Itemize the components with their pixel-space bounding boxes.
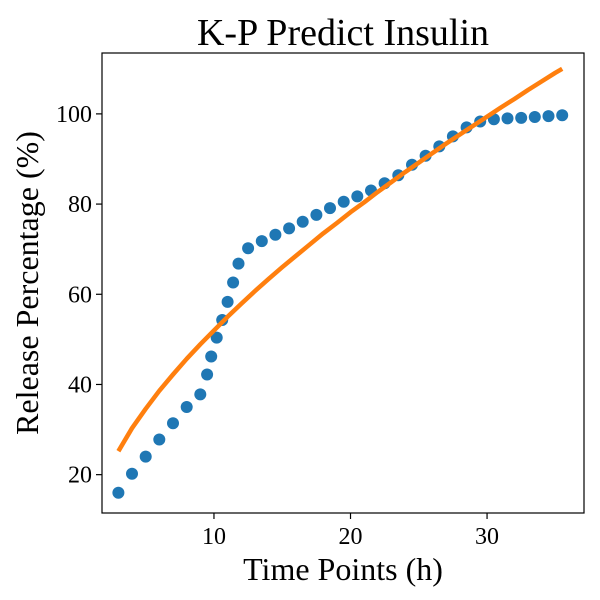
x-tick-label: 20 xyxy=(339,524,363,550)
data-point xyxy=(556,109,569,122)
y-tick-label: 60 xyxy=(68,282,92,308)
data-point xyxy=(232,257,245,270)
y-axis-label: Release Percentage (%) xyxy=(9,131,45,435)
data-point xyxy=(153,433,166,446)
data-point xyxy=(180,401,193,413)
data-point xyxy=(126,467,138,480)
data-point xyxy=(167,417,179,430)
data-point xyxy=(324,202,336,215)
data-point xyxy=(501,112,514,125)
series-layer xyxy=(112,66,569,499)
data-point xyxy=(139,450,152,463)
data-point xyxy=(201,368,214,381)
data-point xyxy=(242,242,255,255)
data-point xyxy=(528,111,541,123)
x-tick-label: 30 xyxy=(475,524,499,550)
x-tick-label: 10 xyxy=(202,524,226,550)
y-tick-label: 80 xyxy=(68,192,92,218)
axis-ticks: 10 20 30 20 40 60 80 100 xyxy=(56,102,499,550)
x-axis-label: Time Points (h) xyxy=(243,551,443,587)
data-point xyxy=(269,228,282,241)
data-point xyxy=(283,222,296,235)
chart-title: K-P Predict Insulin xyxy=(197,12,489,54)
data-point xyxy=(515,111,528,124)
data-point xyxy=(227,276,240,289)
data-point xyxy=(194,388,207,401)
data-point xyxy=(351,190,364,203)
data-point xyxy=(221,295,234,308)
data-point xyxy=(296,215,309,228)
data-point xyxy=(112,486,125,499)
data-point xyxy=(542,110,555,123)
fit-line xyxy=(116,66,564,453)
data-point xyxy=(310,208,323,221)
data-point xyxy=(337,195,350,208)
data-point xyxy=(210,331,223,344)
plot-frame xyxy=(101,52,585,514)
y-tick-label: 100 xyxy=(56,102,92,128)
data-point xyxy=(205,350,218,363)
y-tick-label: 40 xyxy=(68,372,92,398)
data-point xyxy=(255,235,268,248)
y-tick-label: 20 xyxy=(68,463,92,489)
